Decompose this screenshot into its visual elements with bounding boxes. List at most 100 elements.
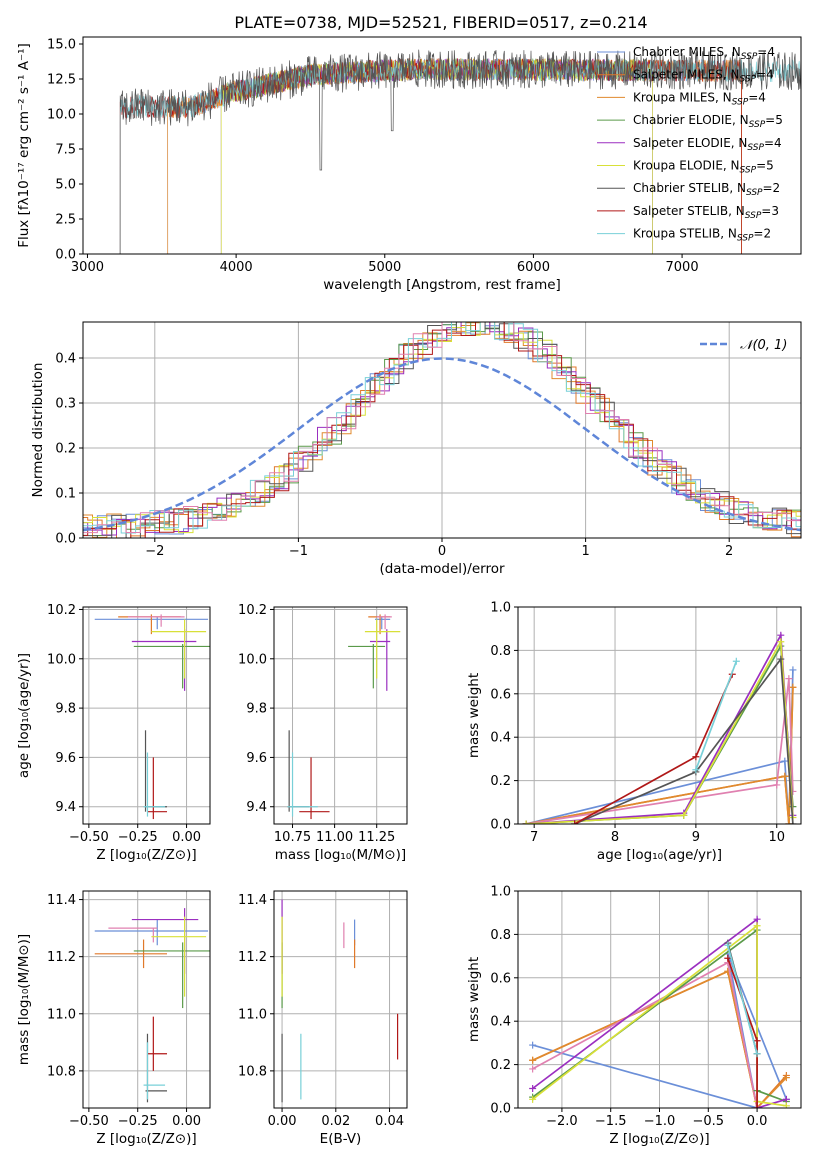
mass-weight-vs-Z-marker [529, 1095, 537, 1103]
mass-weight-vs-age-ytick-label: 0.8 [490, 644, 511, 659]
spectrum-series-6 [119, 49, 801, 254]
mass-vs-EBV-ytick-label: 11.4 [238, 893, 267, 908]
residuals-ytick-label: 0.4 [55, 352, 76, 367]
residuals-ytick-label: 0.3 [55, 397, 76, 412]
residuals-xtick-label: −1 [289, 544, 308, 559]
mass-weight-vs-Z-ytick-label: 0.8 [490, 928, 511, 943]
mass-weight-vs-Z-xtick-label: −1.0 [644, 1114, 676, 1129]
spectrum-xtick-label: 6000 [517, 260, 550, 275]
mass-weight-vs-Z-xtick-label: −2.0 [546, 1114, 578, 1129]
mass-weight-vs-Z-xlabel: Z [log₁₀(Z/Z⊙)] [609, 1131, 709, 1147]
mass-vs-Z-points [94, 908, 210, 1103]
mass-weight-vs-age-marker [789, 683, 797, 691]
mass-vs-EBV-xtick-label: 0.00 [268, 1114, 297, 1129]
age-vs-Z-ytick-label: 10.0 [47, 652, 76, 667]
age-vs-Z-ytick-label: 10.2 [47, 603, 76, 618]
mass-vs-Z-ytick-label: 11.2 [47, 950, 76, 965]
mass-weight-vs-age-marker [785, 675, 793, 683]
histogram-series [83, 322, 801, 538]
spectrum-ytick-label: 10.0 [47, 108, 76, 123]
spectrum-lines [119, 49, 801, 254]
mass-weight-vs-Z-xtick-label: 0.0 [747, 1114, 768, 1129]
mass-weight-vs-Z-frame [517, 890, 802, 1109]
mass-vs-EBV-ytick-label: 10.8 [238, 1064, 267, 1079]
mass-weight-vs-age-marker [692, 753, 700, 761]
mass-weight-vs-age-marker [773, 781, 781, 789]
mass-weight-vs-age-marker [789, 820, 797, 824]
mass-weight-vs-Z-marker [529, 1041, 537, 1049]
spectrum-ytick-label: 7.5 [55, 143, 76, 158]
mass-weight-vs-age-frame [517, 606, 802, 825]
mass-weight-vs-age-ytick-label: 0.6 [490, 687, 511, 702]
mass-weight-vs-Z-marker [529, 1065, 537, 1073]
mass-weight-vs-Z-marker [753, 1037, 761, 1045]
spectrum-ytick-label: 5.0 [55, 178, 76, 193]
age-vs-mass-points [287, 614, 401, 820]
mass-weight-vs-age-ytick-label: 0.2 [490, 774, 511, 789]
age-vs-Z-xtick-label: 0.00 [172, 830, 201, 845]
mass-weight-vs-Z-marker [753, 1104, 761, 1108]
spectrum-ytick-label: 2.5 [55, 213, 76, 228]
spectrum-ylabel: Flux [fλ10⁻¹⁷ erg cm⁻² s⁻¹ A⁻¹] [16, 43, 32, 248]
mass-vs-Z-xlabel: Z [log₁₀(Z/Z⊙)] [96, 1131, 196, 1147]
mass-weight-vs-age-xtick-label: 10 [768, 830, 785, 845]
age-vs-mass-ytick-label: 9.4 [246, 800, 267, 815]
mass-vs-Z-ytick-label: 11.0 [47, 1007, 76, 1022]
mass-weight-vs-age-marker [571, 820, 579, 824]
mass-weight-vs-age-xtick-label: 7 [530, 830, 538, 845]
mass-weight-vs-age-series-line [574, 656, 794, 824]
mass-weight-vs-Z-marker [529, 1056, 537, 1064]
mass-vs-EBV-ytick-label: 11.2 [238, 950, 267, 965]
mass-weight-vs-age-marker [789, 666, 797, 674]
residuals-ytick-label: 0.0 [55, 532, 76, 547]
mass-vs-EBV-xlabel: E(B-V) [320, 1131, 362, 1147]
mass-weight-vs-age-marker [777, 631, 785, 639]
mass-vs-EBV-ytick-label: 11.0 [238, 1007, 267, 1022]
age-vs-Z-ylabel: age [log₁₀(age/yr)] [16, 653, 32, 778]
mass-weight-vs-Z-marker [782, 1074, 790, 1082]
spectrum-frame [82, 36, 802, 255]
spectrum-legend-label: Kroupa MILES, NSSP=4 [633, 90, 766, 107]
mass-weight-vs-age-ytick-label: 0.0 [490, 818, 511, 833]
mass-weight-vs-age-ytick-label: 0.4 [490, 731, 511, 746]
mass-weight-vs-age-marker [777, 655, 785, 663]
age-vs-Z-ytick-label: 9.6 [55, 751, 76, 766]
age-vs-mass-ytick-label: 10.0 [238, 652, 267, 667]
spectrum-legend-label: Chabrier STELIB, NSSP=2 [633, 181, 780, 198]
mass-weight-vs-Z-ytick-label: 0.6 [490, 971, 511, 986]
mass-vs-EBV-xtick-label: 0.02 [321, 1114, 350, 1129]
mass-weight-vs-age-marker [785, 820, 793, 824]
mass-weight-vs-age-ylabel: mass weight [466, 673, 482, 758]
mass-weight-vs-age-marker [680, 811, 688, 819]
mass-weight-vs-age-marker [781, 772, 789, 780]
mass-weight-vs-Z-marker [753, 1050, 761, 1058]
spectrum-axes [79, 43, 683, 258]
mass-weight-vs-age-marker [732, 657, 740, 665]
spectrum-ytick-label: 15.0 [47, 38, 76, 53]
spectrum-legend-label: Salpeter STELIB, NSSP=3 [633, 204, 779, 221]
spectrum-ytick-label: 12.5 [47, 73, 76, 88]
age-vs-mass-xtick-label: 11.00 [316, 830, 353, 845]
age-vs-mass-xtick-label: 11.25 [358, 830, 395, 845]
mass-weight-vs-Z-marker [753, 915, 761, 923]
mass-weight-vs-Z-marker [529, 1084, 537, 1092]
mass-weight-vs-Z-ylabel: mass weight [466, 957, 482, 1042]
age-vs-Z-ytick-label: 9.8 [55, 702, 76, 717]
spectrum-xtick-label: 5000 [368, 260, 401, 275]
mass-weight-vs-age-series-line [526, 638, 794, 824]
mass-weight-vs-age-xtick-label: 9 [692, 830, 700, 845]
mass-weight-vs-age-axes [514, 606, 801, 828]
mass-vs-Z-xtick-label: 0.00 [172, 1114, 201, 1129]
mass-vs-Z-xtick-label: −0.25 [118, 1114, 158, 1129]
age-vs-mass-xlabel: mass [log₁₀(M/M⊙)] [275, 847, 406, 863]
figure-title: PLATE=0738, MJD=52521, FIBERID=0517, z=0… [234, 13, 647, 32]
residuals-xtick-label: −2 [145, 544, 164, 559]
mass-vs-EBV-points [281, 899, 399, 1103]
age-vs-mass-ytick-label: 10.2 [238, 603, 267, 618]
residuals-frame [82, 321, 802, 539]
age-vs-Z-xtick-label: −0.25 [118, 830, 158, 845]
spectrum-xlabel: wavelength [Angstrom, rest frame] [323, 277, 561, 293]
spectrum-legend-label: Chabrier ELODIE, NSSP=5 [633, 113, 783, 130]
residuals-xtick-label: 0 [438, 544, 446, 559]
age-vs-mass-ytick-label: 9.8 [246, 702, 267, 717]
